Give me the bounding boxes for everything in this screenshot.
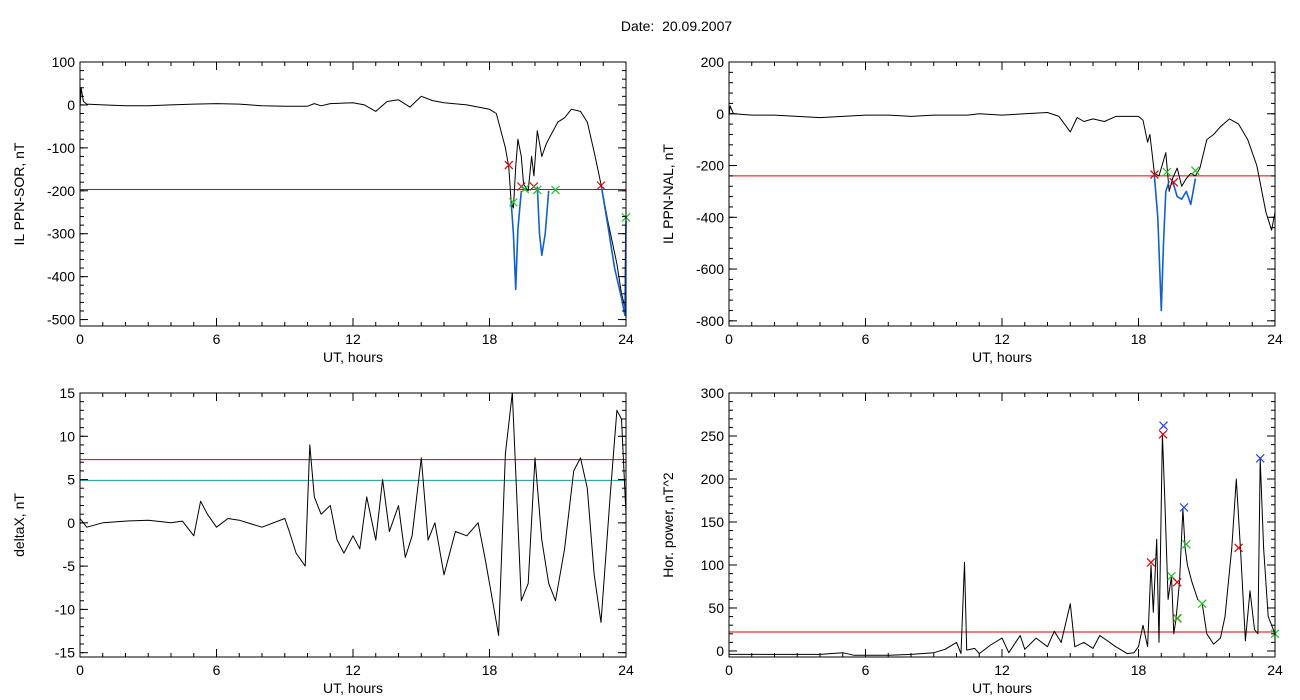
- chart-panel-ppn-nal: 0 6 12 18 24 200 0 -200 -400 -600 -800 UT, hours IL …: [660, 54, 1283, 365]
- y-tick-label: -15: [55, 645, 75, 661]
- event-marker: [1181, 539, 1191, 549]
- event-marker: [1146, 557, 1156, 567]
- y-tick-label: 150: [701, 514, 725, 530]
- series-line: [728, 105, 1276, 231]
- y-tick-label: -200: [47, 183, 75, 199]
- event-marker: [1158, 429, 1168, 439]
- x-tick-label: 0: [76, 331, 84, 347]
- x-axis-label: UT, hours: [323, 349, 383, 365]
- x-tick-label: 18: [1131, 331, 1147, 347]
- event-marker: [1190, 166, 1200, 176]
- event-marker: [532, 185, 542, 195]
- y-tick-label: 10: [59, 428, 75, 444]
- y-tick-label: 200: [701, 471, 725, 487]
- y-tick-label: -100: [47, 140, 75, 156]
- y-tick-label: -400: [696, 209, 724, 225]
- x-axis-label: UT, hours: [972, 680, 1032, 696]
- y-tick-label: -10: [55, 601, 75, 617]
- y-tick-label: -800: [696, 313, 724, 329]
- event-marker: [1255, 453, 1265, 463]
- series-line: [79, 87, 627, 308]
- plot-frame: [79, 392, 627, 658]
- x-tick-label: 0: [725, 662, 733, 678]
- y-tick-label: 200: [701, 54, 725, 70]
- highlight-segment-line: [1153, 175, 1170, 312]
- x-axis-label: UT, hours: [972, 349, 1032, 365]
- x-tick-label: 18: [482, 331, 498, 347]
- event-marker: [1197, 599, 1207, 609]
- x-tick-label: 0: [725, 331, 733, 347]
- event-marker: [551, 185, 560, 195]
- highlight-segment-line: [536, 186, 550, 256]
- event-marker: [1234, 543, 1244, 553]
- x-tick-label: 18: [1131, 662, 1147, 678]
- event-marker: [1162, 167, 1172, 177]
- x-tick-label: 0: [76, 662, 84, 678]
- x-tick-label: 12: [994, 662, 1010, 678]
- y-tick-label: 50: [708, 600, 724, 616]
- x-tick-label: 24: [1267, 331, 1283, 347]
- y-tick-label: 300: [701, 385, 725, 401]
- y-tick-label: 0: [716, 106, 724, 122]
- y-tick-label: 0: [67, 515, 75, 531]
- chart-panel-ppn-sor: 0 6 12 18 24 100 0 -100 -200 -300 -400 -500 UT, hour…: [11, 54, 634, 365]
- y-axis-label: IL PPN-SOR, nT: [11, 142, 27, 245]
- x-tick-label: 6: [213, 662, 221, 678]
- y-tick-label: 100: [52, 54, 76, 70]
- event-marker: [1169, 177, 1179, 187]
- y-tick-label: -5: [63, 558, 76, 574]
- y-axis-label: IL PPN-NAL, nT: [660, 144, 676, 244]
- y-axis-label: Hor. power, nT^2: [660, 472, 676, 578]
- x-tick-label: 12: [994, 331, 1010, 347]
- series-line: [79, 392, 627, 636]
- y-tick-label: -600: [696, 261, 724, 277]
- event-marker: [1179, 502, 1189, 512]
- y-tick-label: -200: [696, 158, 724, 174]
- x-tick-label: 18: [482, 662, 498, 678]
- y-tick-label: 15: [59, 385, 75, 401]
- event-marker: [508, 197, 518, 207]
- y-tick-label: 5: [67, 472, 75, 488]
- chart-panel-deltax: 0 6 12 18 24 15 10 5 0 -5 -10 -15 UT, hours deltaX, n…: [11, 385, 634, 696]
- x-tick-label: 24: [618, 662, 634, 678]
- event-marker: [504, 160, 514, 170]
- x-tick-label: 12: [345, 331, 361, 347]
- event-marker: [1173, 613, 1183, 623]
- y-tick-label: -400: [47, 269, 75, 285]
- event-marker: [1150, 170, 1159, 180]
- event-marker: [596, 181, 606, 191]
- highlight-segment-line: [600, 184, 627, 317]
- highlight-segment-line: [1171, 178, 1197, 206]
- y-tick-label: 250: [701, 428, 725, 444]
- series-line: [729, 433, 1276, 656]
- event-marker: [1172, 577, 1182, 587]
- y-tick-label: -300: [47, 226, 75, 242]
- y-tick-label: 0: [67, 97, 75, 113]
- x-tick-label: 6: [862, 331, 870, 347]
- event-marker: [1159, 421, 1168, 431]
- event-marker: [520, 184, 530, 194]
- x-tick-label: 12: [345, 662, 361, 678]
- x-tick-label: 24: [1267, 662, 1283, 678]
- y-tick-label: 0: [716, 643, 724, 659]
- y-axis-label: deltaX, nT: [11, 493, 27, 557]
- x-tick-label: 6: [862, 662, 870, 678]
- y-tick-label: -500: [47, 312, 75, 328]
- y-tick-label: 100: [701, 557, 725, 573]
- date-title: Date: 20.09.2007: [620, 18, 733, 34]
- plot-frame: [728, 392, 1276, 658]
- plot-frame: [79, 61, 627, 327]
- x-tick-label: 6: [213, 331, 221, 347]
- x-tick-label: 24: [618, 331, 634, 347]
- chart-panel-hor-power: 0 6 12 18 24 300 250 200 150 100 50 0 UT, hours Hor. …: [660, 385, 1283, 696]
- x-axis-label: UT, hours: [323, 680, 383, 696]
- highlight-segment-line: [510, 190, 523, 291]
